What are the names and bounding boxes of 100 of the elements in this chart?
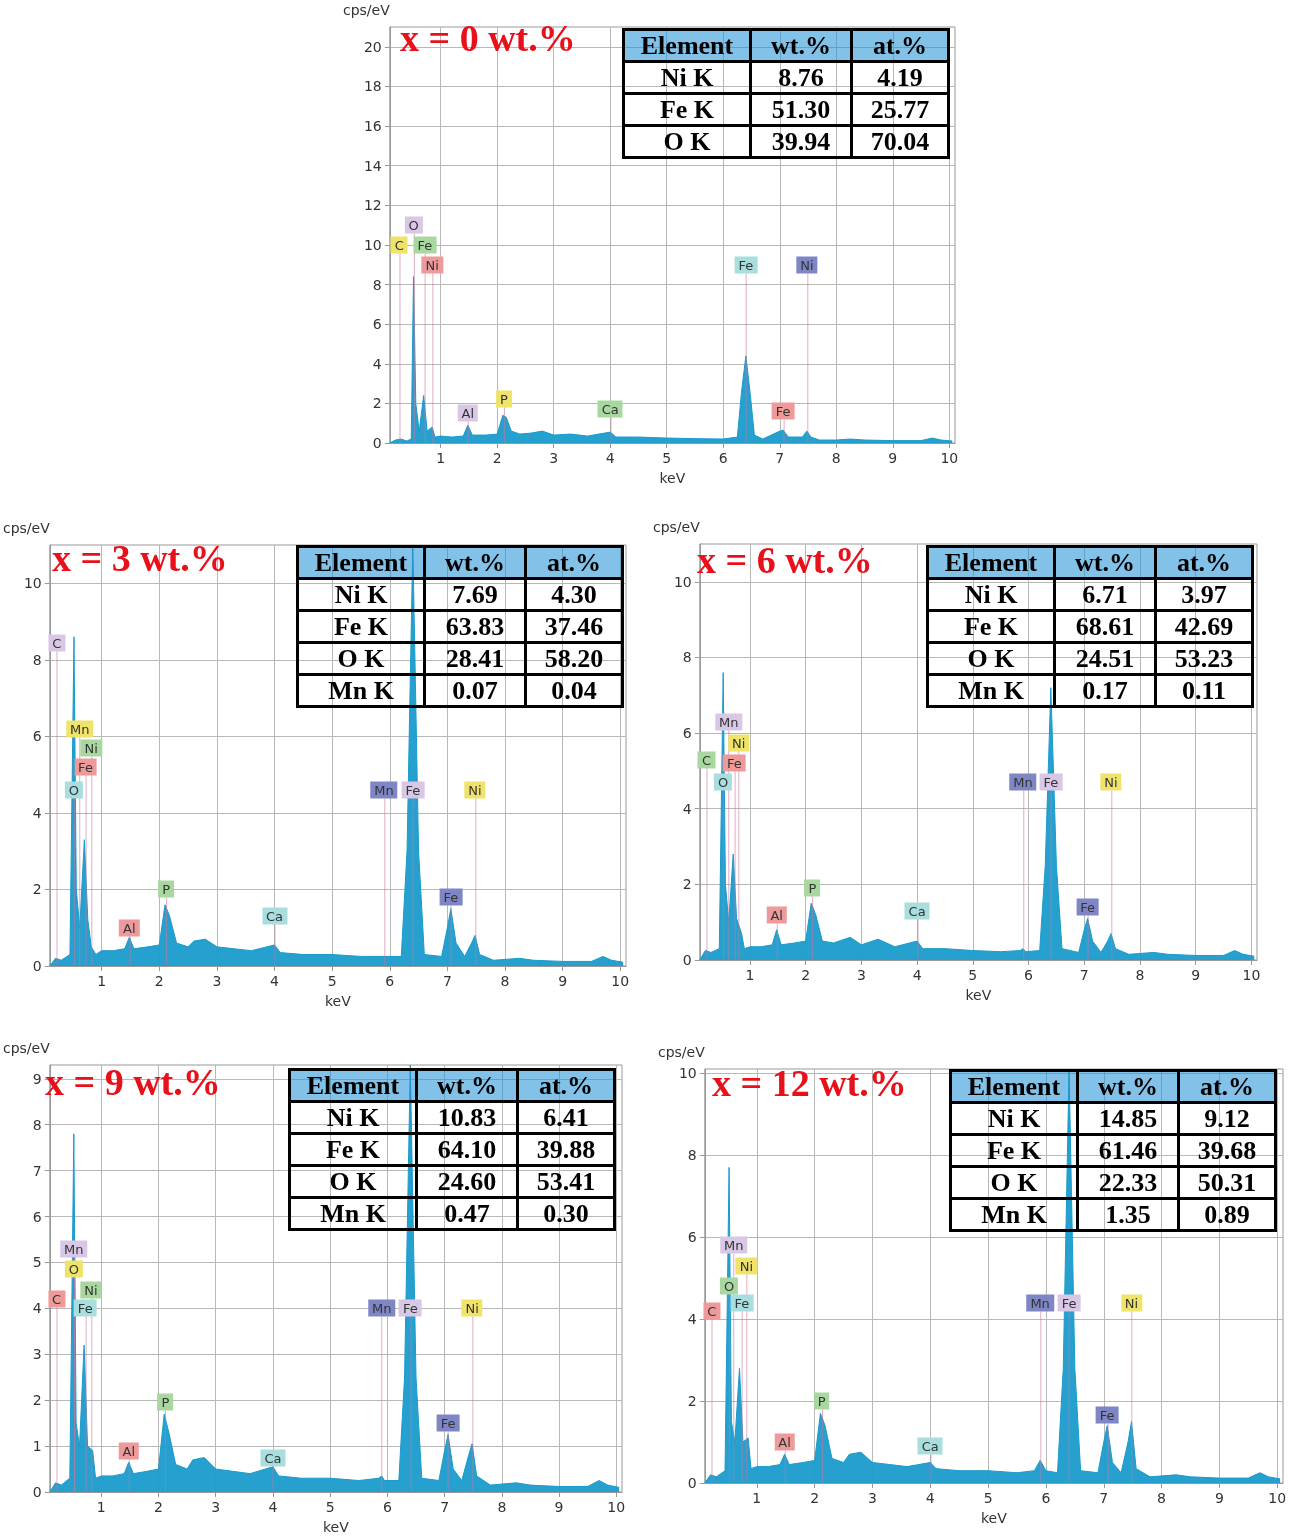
x-tick-label: 10 — [607, 1499, 626, 1515]
x-tick-label: 1 — [752, 1490, 762, 1506]
x-tick-label: 7 — [1079, 967, 1089, 983]
annotation: at.% — [1155, 546, 1253, 579]
annotation: Fe K — [623, 93, 751, 126]
annotation: Fe — [74, 758, 97, 776]
annotation: Fe — [436, 1414, 460, 1432]
x-tick-label: 5 — [968, 967, 978, 983]
annotation: 70.04 — [851, 125, 949, 158]
annotation: O — [714, 773, 733, 791]
annotation: Ni — [735, 1257, 758, 1275]
annotation: Fe — [1057, 1294, 1081, 1312]
x-tick-label: 9 — [1214, 1490, 1224, 1506]
x-tick-label: 3 — [856, 967, 866, 983]
x-tick-label: 8 — [1135, 967, 1145, 983]
annotation: 4.19 — [851, 61, 949, 94]
annotation: Al — [119, 919, 140, 937]
annotation: Al — [457, 404, 479, 422]
annotation: Fe — [413, 236, 437, 254]
annotation: Element — [950, 1070, 1078, 1103]
annotation: 51.30 — [750, 93, 852, 126]
annotation: Element — [927, 546, 1055, 579]
annotation: 28.41 — [424, 642, 526, 675]
x-tick-label: 4 — [605, 450, 615, 466]
y-tick-label: 9 — [32, 1070, 42, 1087]
annotation: P — [158, 880, 175, 898]
annotation: Ni — [1100, 773, 1122, 791]
annotation: 7.69 — [424, 578, 526, 611]
x-tick-label: 7 — [775, 450, 785, 466]
y-axis-title: cps/eV — [342, 2, 391, 18]
x-axis-title: keV — [980, 1510, 1008, 1526]
x-axis-title: keV — [322, 1519, 350, 1535]
annotation: Mn — [370, 781, 398, 799]
x-tick-label: 6 — [1024, 967, 1034, 983]
annotation: Ca — [260, 1449, 286, 1467]
y-tick-label: 6 — [32, 728, 42, 745]
y-tick-label: 10 — [23, 575, 42, 592]
annotation: 14.85 — [1077, 1102, 1179, 1135]
annotation: P — [157, 1393, 174, 1411]
annotation: at.% — [1178, 1070, 1276, 1103]
annotation: Ca — [597, 400, 623, 418]
y-tick-label: 14 — [363, 157, 382, 174]
x-tick-label: 2 — [154, 1499, 163, 1515]
x-tick-label: 6 — [385, 973, 395, 989]
annotation: Al — [774, 1433, 795, 1451]
y-tick-label: 2 — [32, 881, 42, 898]
y-tick-label: 8 — [32, 651, 42, 668]
annotation: 61.46 — [1077, 1134, 1179, 1167]
annotation: Ca — [904, 902, 930, 920]
annotation: 53.41 — [517, 1165, 615, 1198]
annotation: 10.83 — [416, 1101, 518, 1134]
y-tick-label: 0 — [32, 1484, 42, 1500]
y-tick-label: 2 — [372, 395, 382, 412]
annotation: Al — [766, 906, 787, 924]
annotation: Element — [297, 546, 425, 579]
x-tick-label: 9 — [888, 450, 898, 466]
annotation: 3.97 — [1155, 578, 1253, 611]
annotation: Fe — [401, 781, 425, 799]
annotation: at.% — [517, 1069, 615, 1102]
annotation: 0.89 — [1178, 1198, 1276, 1231]
annotation: 42.69 — [1155, 610, 1253, 643]
annotation: Fe — [1095, 1406, 1119, 1424]
annotation: 8.76 — [750, 61, 852, 94]
y-tick-label: 20 — [363, 38, 382, 55]
annotation: 63.83 — [424, 610, 526, 643]
annotation: 0.07 — [424, 674, 526, 707]
y-tick-label: 16 — [363, 118, 382, 135]
annotation: Mn K — [950, 1198, 1078, 1231]
y-tick-label: 0 — [687, 1475, 697, 1491]
annotation: 0.04 — [525, 674, 623, 707]
x-tick-label: 2 — [492, 450, 502, 466]
y-tick-label: 0 — [372, 435, 382, 451]
annotation: wt.% — [1054, 546, 1156, 579]
x-tick-label: 2 — [154, 973, 164, 989]
annotation: 6.71 — [1054, 578, 1156, 611]
annotation: Fe — [73, 1299, 97, 1317]
annotation: C — [703, 1302, 721, 1320]
annotation: Mn — [367, 1299, 396, 1317]
annotation: at.% — [851, 29, 949, 62]
annotation: Ni — [464, 781, 486, 799]
annotation: O — [64, 781, 84, 799]
y-tick-label: 5 — [32, 1254, 42, 1271]
chart-title: x = 6 wt.% — [697, 538, 873, 582]
x-tick-label: 8 — [500, 973, 510, 989]
annotation: 0.47 — [416, 1197, 518, 1230]
annotation: at.% — [525, 546, 623, 579]
annotation: Fe K — [927, 610, 1055, 643]
x-axis-title: keV — [965, 987, 992, 1003]
annotation: Element — [623, 29, 751, 62]
annotation: 50.31 — [1178, 1166, 1276, 1199]
annotation: wt.% — [424, 546, 526, 579]
annotation: Fe — [722, 754, 746, 772]
annotation: 64.10 — [416, 1133, 518, 1166]
y-tick-label: 4 — [682, 800, 692, 817]
y-tick-label: 2 — [682, 876, 692, 893]
x-tick-label: 7 — [1099, 1490, 1109, 1506]
x-tick-label: 2 — [801, 967, 811, 983]
annotation: Ca — [917, 1437, 943, 1455]
x-tick-label: 1 — [96, 1499, 106, 1515]
annotation: C — [390, 236, 408, 254]
